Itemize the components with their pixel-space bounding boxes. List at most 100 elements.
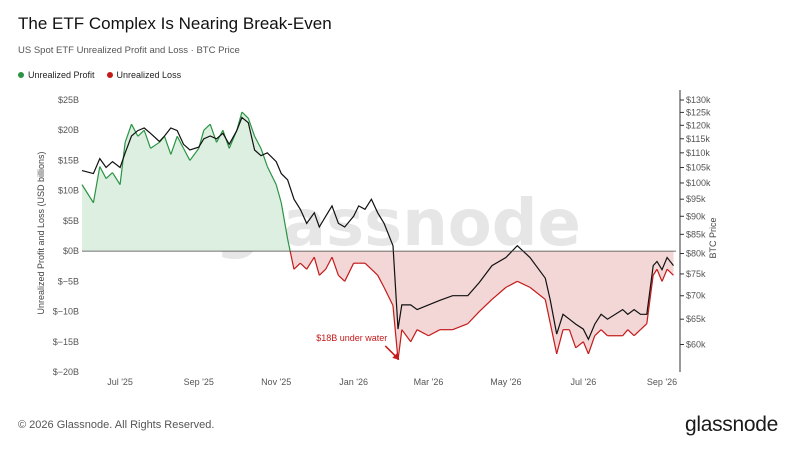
pnl-line-segment	[241, 111, 249, 119]
pnl-line-segment	[640, 323, 648, 331]
pnl-line-segment	[627, 329, 635, 337]
pnl-line-segment	[325, 256, 333, 270]
loss-area	[290, 251, 674, 360]
pnl-line-segment	[600, 329, 608, 337]
btc-price-line	[81, 116, 674, 341]
pnl-line-segment	[622, 329, 629, 337]
pnl-line-segment	[397, 329, 403, 360]
pnl-line-segment	[247, 117, 256, 137]
y-tick-label: $5B	[63, 216, 79, 226]
chart-subtitle: US Spot ETF Unrealized Profit and Loss ·…	[18, 45, 240, 56]
legend-label-profit: Unrealized Profit	[28, 70, 95, 80]
x-tick-label: Sep '25	[184, 377, 214, 387]
pnl-line-segment	[377, 275, 385, 288]
pnl-line-segment	[176, 135, 185, 149]
y2-tick-label: $130k	[686, 95, 711, 105]
pnl-line-segment	[266, 166, 277, 185]
pnl-line-segment	[183, 148, 191, 161]
pnl-line-segment	[587, 335, 596, 355]
pnl-line-segment	[568, 329, 577, 349]
annotation-label: $18B under water	[316, 333, 387, 343]
pnl-line-segment	[209, 123, 218, 143]
x-tick-label: Mar '26	[414, 377, 444, 387]
pnl-line-segment	[105, 172, 113, 180]
pnl-line-segment	[556, 329, 564, 355]
pnl-line-segment	[529, 286, 546, 300]
pnl-line-segment	[170, 136, 178, 155]
y2-tick-label: $100k	[686, 178, 711, 188]
chart-legend: Unrealized Profit Unrealized Loss	[18, 70, 181, 80]
legend-label-loss: Unrealized Loss	[116, 70, 182, 80]
pnl-line-segment	[401, 329, 412, 343]
y2-tick-label: $60k	[686, 339, 706, 349]
pnl-line-segment	[287, 238, 291, 252]
y2-tick-label: $115k	[686, 134, 710, 144]
pnl-line-segment	[416, 329, 429, 337]
legend-item-loss[interactable]: Unrealized Loss	[106, 70, 182, 80]
pnl-line-segment	[254, 135, 262, 149]
pnl-line-segment	[661, 269, 668, 282]
x-tick-label: Jul '25	[107, 377, 133, 387]
pnl-line-segment	[99, 166, 107, 179]
brand-logo: glassnode	[684, 413, 778, 436]
pnl-line-segment	[280, 202, 289, 240]
pnl-line-segment	[119, 142, 126, 185]
pnl-line-segment	[124, 123, 133, 143]
chart-title: The ETF Complex Is Nearing Break-Even	[18, 14, 332, 33]
pnl-line-segment	[337, 274, 346, 282]
pnl-line-segment	[467, 311, 480, 325]
x-tick-label: Sep '26	[647, 377, 677, 387]
pnl-line-segment	[383, 287, 394, 306]
pnl-line-segment	[189, 148, 200, 161]
y2-tick-label: $95k	[686, 194, 706, 204]
y2-tick-label: $90k	[686, 211, 706, 221]
pnl-line-segment	[505, 280, 518, 288]
y2-tick-label: $105k	[686, 163, 711, 173]
y2-tick-label: $85k	[686, 229, 706, 239]
y-tick-label: $25B	[58, 95, 79, 105]
y2-tick-label: $80k	[686, 249, 706, 259]
y-tick-label: $0B	[63, 246, 79, 256]
y2-tick-label: $70k	[686, 291, 706, 301]
pnl-line-segment	[656, 269, 663, 282]
y-axis-label: Unrealized Profit and Loss (USD billions…	[36, 151, 46, 314]
pnl-line-segment	[150, 141, 160, 149]
y-tick-label: $−15B	[53, 337, 79, 347]
annotation-arrow-head	[392, 352, 400, 360]
pnl-line-segment	[293, 262, 301, 270]
pnl-line-segment	[594, 329, 602, 337]
profit-dot-icon	[18, 72, 24, 78]
pnl-line-segment	[517, 280, 531, 288]
annotation: $18B under water	[316, 333, 400, 360]
pnl-line-segment	[582, 341, 589, 355]
pnl-line-segment	[666, 268, 674, 276]
y2-tick-label: $120k	[686, 120, 711, 130]
pnl-line-segment	[313, 256, 320, 276]
pnl-line-segment	[260, 148, 268, 167]
legend-item-profit[interactable]: Unrealized Profit	[18, 70, 95, 80]
x-tick-label: Nov '25	[261, 377, 291, 387]
x-tick-label: Jan '26	[339, 377, 368, 387]
pnl-line-segment	[306, 256, 315, 270]
series-lines	[81, 111, 674, 360]
pnl-line-segment	[111, 172, 121, 185]
y2-axis-label: BTC Price	[708, 217, 718, 258]
y-tick-label: $−5B	[58, 276, 79, 286]
pnl-line-segment	[452, 323, 469, 331]
pnl-line-segment	[163, 136, 172, 155]
y2-tick-label: $125k	[686, 107, 711, 117]
pnl-line-segment	[410, 329, 418, 343]
axes: $25B $20B $15B $10B $5B $0B $−5B $−10B $−15B $−20…	[53, 90, 711, 387]
pnl-line-segment	[478, 299, 493, 312]
y-tick-label: $15B	[58, 155, 79, 165]
y2-tick-label: $65k	[686, 314, 706, 324]
copyright-footer: © 2026 Glassnode. All Rights Reserved.	[18, 419, 215, 431]
x-tick-label: May '26	[490, 377, 521, 387]
pnl-line-segment	[81, 184, 94, 204]
pnl-line-segment	[428, 329, 441, 337]
pnl-line-segment	[318, 268, 327, 276]
pnl-line-segment	[299, 262, 308, 270]
pnl-line-segment	[143, 130, 152, 149]
pnl-line-segment	[370, 268, 379, 276]
